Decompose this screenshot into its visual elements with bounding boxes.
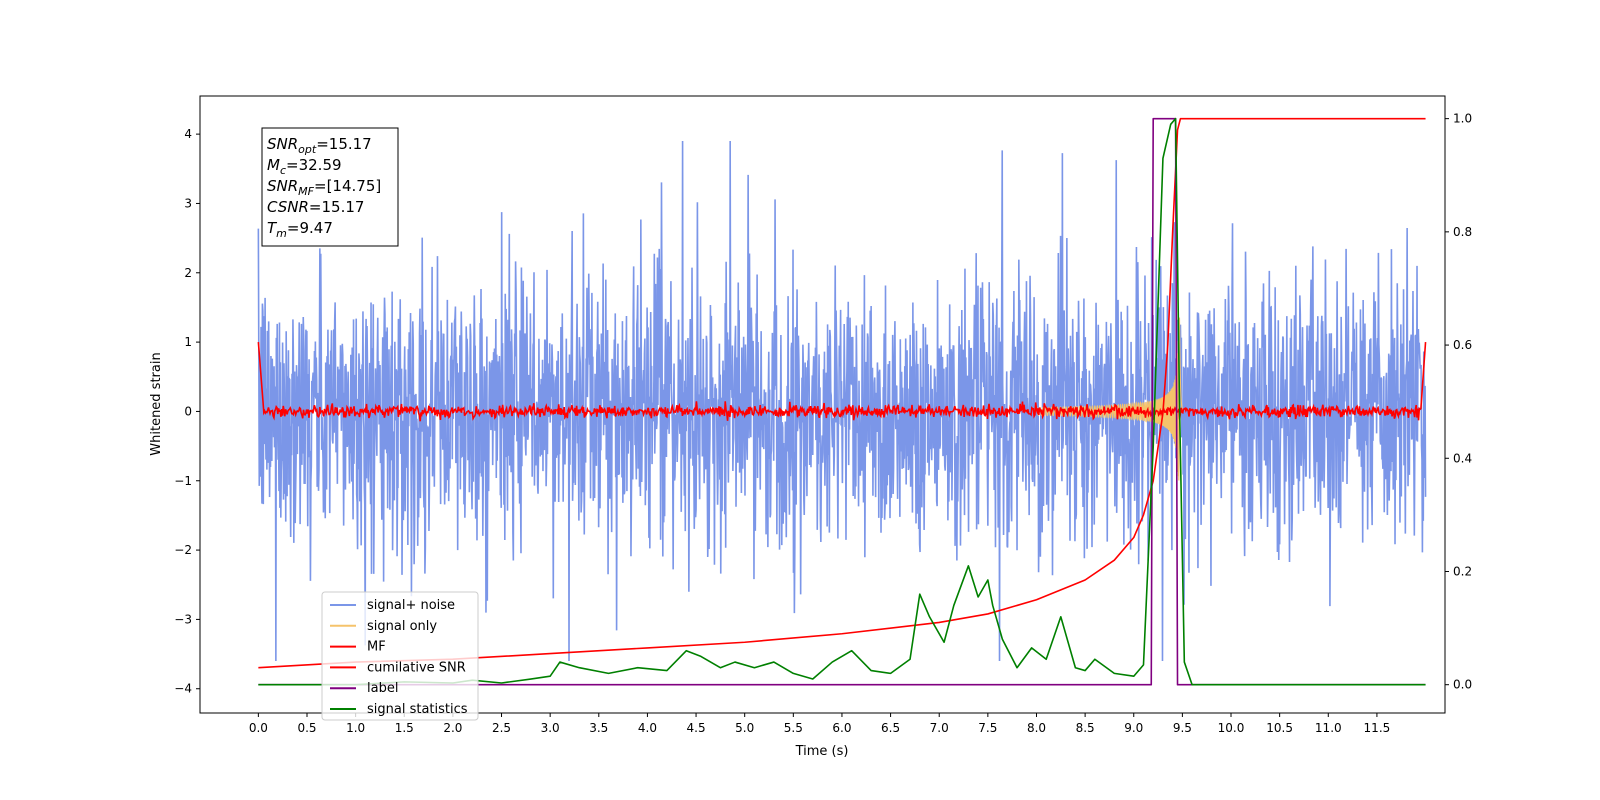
legend-entry-label: label (367, 681, 398, 696)
y2-tick-label: 1.0 (1453, 112, 1472, 126)
x-tick-label: 4.0 (638, 721, 657, 735)
y-tick-label: 2 (184, 266, 192, 280)
info-box: SNRopt=15.17Mc=32.59SNRMF=[14.75]CSNR=15… (261, 127, 399, 247)
series-layer (257, 117, 1427, 686)
x-tick-label: 10.5 (1266, 721, 1293, 735)
x-tick-label: 6.0 (832, 721, 851, 735)
info-line: Tm=9.47 (267, 219, 333, 240)
x-tick-label: 10.0 (1218, 721, 1245, 735)
legend: signal+ noise signal only MF cumilative SNR… (321, 591, 479, 721)
x-tick-label: 1.0 (346, 721, 365, 735)
y-axis-label: Whitened strain (149, 352, 164, 455)
y-axis-right: 0.0 0.2 0.4 0.6 0.8 1.0 (1445, 112, 1472, 692)
x-tick-label: 6.5 (881, 721, 900, 735)
x-axis: 0.0 0.5 1.0 1.5 2.0 2.5 3.0 3.5 4.0 4.5 5.0 5.5 6.0 6… (249, 713, 1390, 735)
y-tick-label: −3 (174, 612, 192, 626)
x-tick-label: 2.0 (443, 721, 462, 735)
legend-entry-label: cumilative SNR (367, 660, 466, 675)
info-line: CSNR=15.17 (267, 198, 364, 216)
y-tick-label: 4 (184, 127, 192, 141)
x-tick-label: 9.0 (1124, 721, 1143, 735)
legend-entry-label: signal only (367, 619, 437, 634)
x-tick-label: 5.5 (784, 721, 803, 735)
series-mf (257, 342, 1427, 422)
legend-entry-label: signal statistics (367, 702, 468, 717)
y2-tick-label: 0.0 (1453, 678, 1472, 692)
info-box-frame (261, 127, 399, 247)
y-tick-label: −2 (174, 543, 192, 557)
x-tick-label: 5.0 (735, 721, 754, 735)
x-tick-label: 1.5 (395, 721, 414, 735)
x-tick-label: 11.0 (1315, 721, 1342, 735)
y-tick-label: 3 (184, 196, 192, 210)
y-tick-label: 0 (184, 404, 192, 418)
x-tick-label: 7.5 (978, 721, 997, 735)
x-tick-label: 2.5 (492, 721, 511, 735)
y-tick-label: −1 (174, 474, 192, 488)
y2-tick-label: 0.2 (1453, 564, 1472, 578)
x-tick-label: 3.5 (589, 721, 608, 735)
info-line: SNRMF=[14.75] (267, 177, 381, 198)
series-signal-statistics (258, 117, 1426, 686)
x-tick-label: 3.0 (541, 721, 560, 735)
plot-frame (199, 95, 1446, 714)
x-tick-label: 8.5 (1076, 721, 1095, 735)
x-tick-label: 11.5 (1364, 721, 1391, 735)
y2-tick-label: 0.6 (1453, 338, 1472, 352)
legend-entry-label: MF (367, 640, 386, 655)
y-tick-label: 1 (184, 335, 192, 349)
x-tick-label: 8.0 (1027, 721, 1046, 735)
x-tick-label: 9.5 (1173, 721, 1192, 735)
info-line: SNRopt=15.17 (267, 135, 372, 156)
y-tick-label: −4 (174, 682, 192, 696)
legend-entry-label: signal+ noise (367, 598, 455, 613)
y-axis-left: −4 −3 −2 −1 0 1 2 3 4 (174, 127, 200, 696)
x-tick-label: 0.5 (297, 721, 316, 735)
info-line: Mc=32.59 (267, 156, 342, 177)
x-tick-label: 4.5 (687, 721, 706, 735)
y2-tick-label: 0.8 (1453, 225, 1472, 239)
x-axis-label: Time (s) (795, 744, 849, 759)
x-tick-label: 0.0 (249, 721, 268, 735)
y2-tick-label: 0.4 (1453, 451, 1472, 465)
legend-frame (321, 591, 479, 721)
x-tick-label: 7.0 (930, 721, 949, 735)
